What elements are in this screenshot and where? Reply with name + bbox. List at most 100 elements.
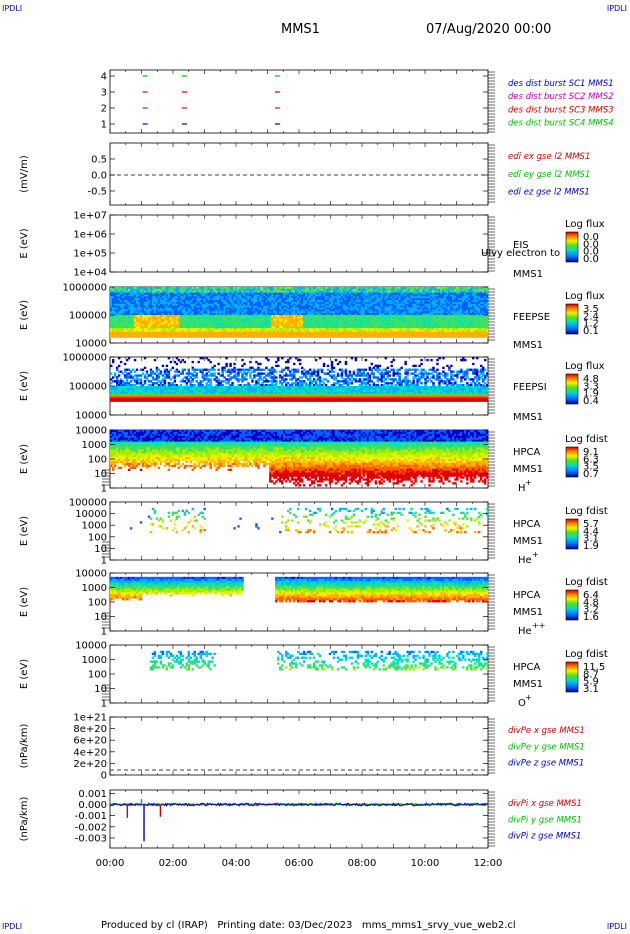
feeps-e-panel-pixel	[197, 290, 200, 293]
feeps-e-panel-pixel	[163, 335, 167, 338]
feeps-e-panel-pixel	[205, 290, 208, 293]
feeps-e-panel-pixel	[167, 300, 171, 303]
feeps-e-panel-pixel	[197, 318, 200, 321]
feeps-e-panel-pixel	[139, 300, 143, 303]
feeps-e-panel-pixel	[173, 326, 177, 329]
feeps-e-panel-pixel	[123, 311, 127, 314]
feeps-e-panel-pixel	[153, 292, 157, 295]
feeps-e-panel-pixel	[125, 329, 129, 333]
feeps-e-panel-pixel	[191, 326, 194, 329]
feeps-e-panel-pixel	[225, 301, 228, 305]
feeps-e-panel-pixel	[211, 322, 214, 325]
feeps-e-panel-pixel	[181, 307, 185, 310]
feeps-e-panel-pixel	[187, 300, 190, 303]
feeps-e-panel-pixel	[191, 300, 194, 303]
feeps-e-panel-pixel	[161, 313, 165, 316]
feeps-e-panel-pixel	[155, 316, 159, 320]
feeps-e-panel-pixel	[191, 318, 194, 321]
feeps-e-panel-pixel	[145, 331, 149, 335]
feeps-e-panel-pixel	[197, 311, 200, 314]
feeps-e-panel-pixel	[217, 305, 220, 308]
feeps-e-panel-pixel	[205, 296, 208, 299]
feeps-e-panel-pixel	[175, 292, 179, 295]
feeps-e-panel-pixel	[141, 300, 145, 303]
feeps-e-panel-pixel	[181, 290, 185, 293]
feeps-e-panel-pixel	[177, 311, 181, 314]
feeps-e-panel-pixel	[171, 288, 175, 292]
feeps-e-panel-pixel	[133, 290, 137, 293]
feeps-e-panel-pixel	[175, 296, 179, 299]
feeps-e-panel-pixel	[181, 331, 185, 335]
feeps-e-panel-pixel	[185, 307, 188, 310]
feeps-e-panel-pixel	[187, 326, 190, 329]
feeps-e-panel-pixel	[161, 305, 165, 308]
feeps-e-panel-pixel	[189, 288, 192, 292]
corner-label-bottom-left: IPDLI	[2, 922, 23, 931]
feeps-e-panel-pixel	[165, 303, 169, 307]
feeps-e-panel-pixel	[157, 322, 161, 325]
feeps-e-panel-pixel	[129, 303, 133, 307]
feeps-e-panel-pixel	[155, 311, 159, 314]
feeps-e-panel-pixel	[111, 294, 115, 297]
feeps-e-panel-pixel	[157, 316, 161, 320]
feeps-e-panel-pixel	[213, 324, 216, 327]
feeps-e-panel-pixel	[159, 292, 163, 295]
feeps-e-panel-pixel	[191, 287, 194, 290]
feeps-e-panel-pixel	[187, 290, 190, 293]
feeps-e-panel-pixel	[219, 290, 222, 293]
feeps-e-panel-pixel	[149, 333, 153, 336]
feeps-e-panel-pixel	[155, 309, 159, 312]
feeps-e-panel-pixel	[213, 316, 216, 320]
feeps-e-panel-pixel	[195, 300, 198, 303]
feeps-e-panel-pixel	[129, 287, 133, 290]
feeps-e-panel-pixel	[217, 298, 220, 301]
feeps-e-panel-pixel	[175, 307, 179, 310]
feeps-e-panel-pixel	[133, 333, 137, 336]
feeps-e-panel-pixel	[111, 329, 115, 333]
feeps-e-panel-pixel	[179, 331, 183, 335]
feeps-e-panel-pixel	[191, 315, 194, 318]
feeps-e-panel-pixel	[123, 296, 127, 299]
feeps-e-panel-pixel	[201, 316, 204, 320]
feeps-e-panel-pixel	[131, 313, 135, 316]
feeps-e-panel-pixel	[149, 335, 153, 338]
feeps-e-panel-pixel	[147, 311, 151, 314]
feeps-e-panel-pixel	[203, 292, 206, 295]
feeps-e-panel-pixel	[127, 303, 131, 307]
feeps-e-panel-pixel	[183, 296, 186, 299]
feeps-e-panel-pixel	[189, 328, 192, 331]
feeps-e-panel-pixel	[169, 303, 173, 307]
feeps-e-panel-pixel	[183, 331, 186, 335]
feeps-e-panel-pixel	[189, 290, 192, 293]
feeps-e-panel-pixel	[191, 303, 194, 307]
feeps-e-panel-pixel	[151, 287, 155, 290]
feeps-e-panel-pixel	[117, 290, 121, 293]
feeps-e-panel-pixel	[159, 318, 163, 321]
feeps-e-panel-pixel	[191, 328, 194, 331]
feeps-e-panel-pixel	[149, 324, 153, 327]
feeps-e-panel-pixel	[185, 288, 188, 292]
feeps-e-panel-pixel	[149, 294, 153, 297]
feeps-e-panel-pixel	[207, 324, 210, 327]
feeps-e-panel-pixel	[173, 305, 177, 308]
feeps-e-panel-pixel	[157, 311, 161, 314]
feeps-e-panel-pixel	[199, 316, 202, 320]
feeps-e-panel-pixel	[149, 301, 153, 305]
feeps-e-panel-pixel	[161, 324, 165, 327]
feeps-e-panel-pixel	[187, 313, 190, 316]
feeps-e-panel-pixel	[203, 288, 206, 292]
feeps-e-panel-pixel	[177, 326, 181, 329]
feeps-e-panel-pixel	[153, 328, 157, 331]
feeps-e-panel-pixel	[153, 326, 157, 329]
feeps-e-panel-pixel	[193, 315, 196, 318]
feeps-e-panel-pixel	[135, 294, 139, 297]
feeps-e-panel-pixel	[173, 329, 177, 333]
feeps-e-panel-pixel	[181, 315, 185, 318]
feeps-e-panel-pixel	[131, 296, 135, 299]
feeps-e-panel-pixel	[215, 324, 218, 327]
feeps-e-panel-pixel	[110, 300, 113, 303]
feeps-e-panel-pixel	[137, 301, 141, 305]
feeps-e-panel-pixel	[175, 301, 179, 305]
feeps-e-panel-pixel	[225, 298, 228, 301]
feeps-e-panel-pixel	[215, 313, 218, 316]
